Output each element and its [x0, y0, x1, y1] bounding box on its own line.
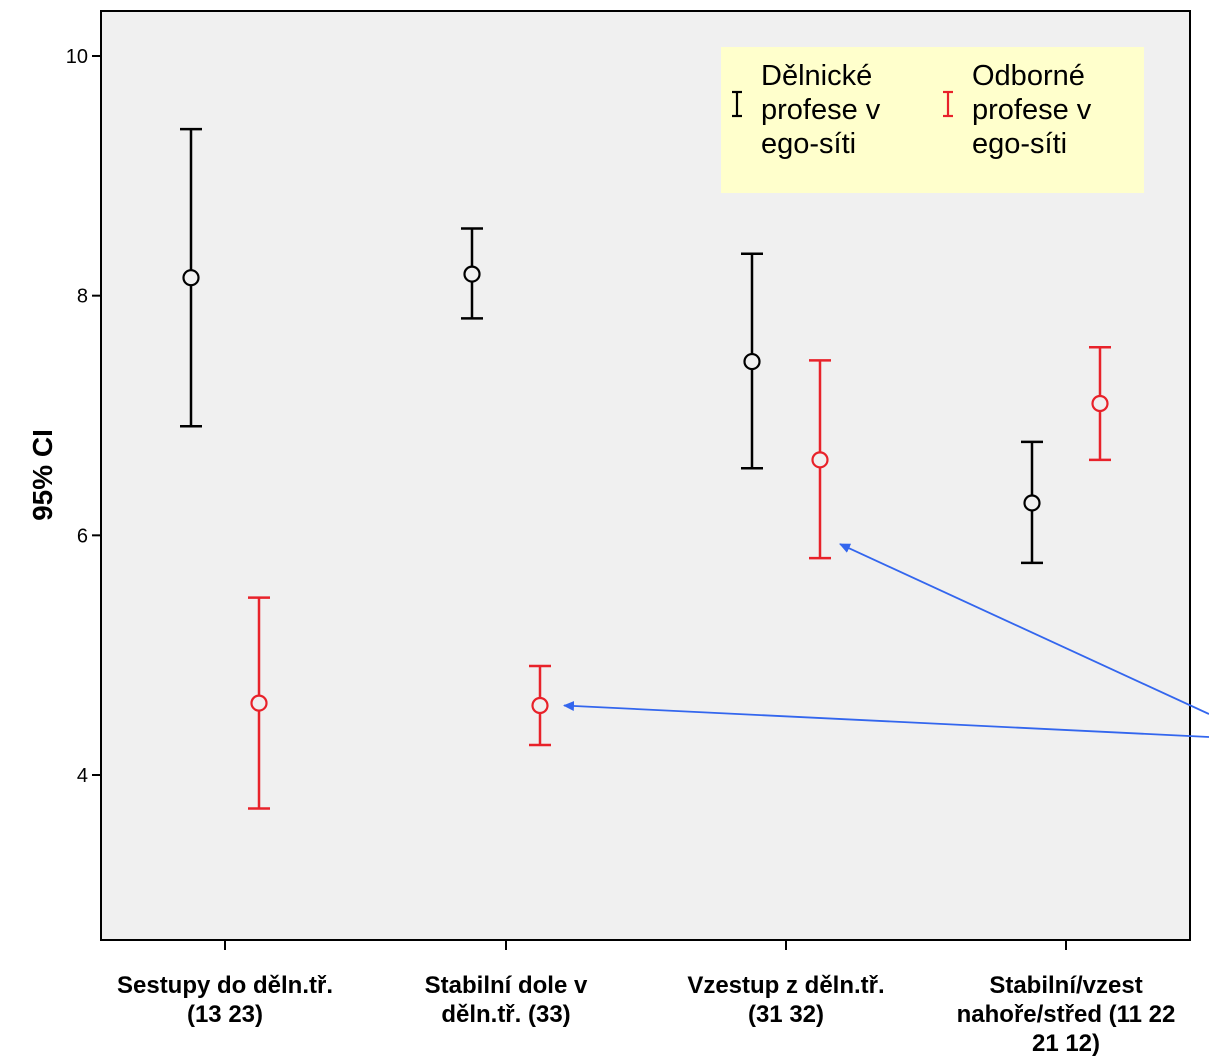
- annotation-arrow: [563, 700, 1209, 738]
- legend-item: Dělnické profese v ego-síti: [732, 60, 881, 160]
- annotation-arrow: [839, 543, 1209, 715]
- x-category-label: Stabilní/vzest nahoře/střed (11 22 21 12): [957, 972, 1176, 1057]
- error-bar: [529, 664, 551, 747]
- axes: 4 6 8 10 Sestupy do děln.tř. (13 23) Stabilní …: [66, 46, 1176, 1057]
- mean-point: [531, 696, 549, 715]
- x-category-label-line: Stabilní dole v: [425, 972, 588, 999]
- x-category-label-line: Stabilní/vzest: [989, 972, 1142, 999]
- legend-label-line: Dělnické: [761, 60, 872, 92]
- error-bar: [461, 227, 483, 320]
- x-category-label: Stabilní dole v děln.tř. (33): [425, 972, 588, 1028]
- error-bar: [248, 596, 270, 810]
- legend-label-line: ego-síti: [761, 128, 856, 160]
- annotation-arrows: [563, 543, 1209, 738]
- error-bar: [741, 252, 763, 470]
- error-bar: [180, 127, 202, 428]
- y-tick-label: 10: [66, 46, 88, 68]
- legend-label: Dělnické profese v ego-síti: [761, 60, 881, 160]
- y-axis-title: 95% CI: [27, 429, 58, 521]
- error-bar: [1089, 345, 1111, 462]
- legend-label-line: ego-síti: [972, 128, 1067, 160]
- legend-label-line: profese v: [761, 94, 881, 126]
- x-category-label-line: děln.tř. (33): [441, 1001, 570, 1028]
- x-category-label: Sestupy do děln.tř. (13 23): [117, 972, 333, 1028]
- x-category-label-line: (13 23): [187, 1001, 263, 1028]
- x-category-label-line: nahoře/střed (11 22: [957, 1001, 1176, 1028]
- legend-label-line: profese v: [972, 94, 1092, 126]
- mean-point: [1023, 494, 1041, 512]
- x-category-label-line: Vzestup z děln.tř.: [687, 972, 884, 999]
- mean-point: [250, 694, 268, 712]
- mean-point: [463, 265, 481, 283]
- y-tick-label: 8: [77, 286, 88, 308]
- y-tick-label: 4: [77, 765, 88, 787]
- legend-item: Odborné profese v ego-síti: [943, 60, 1092, 160]
- x-category-label-line: 21 12): [1032, 1030, 1100, 1057]
- data-marks: [180, 127, 1111, 810]
- x-category-label-line: (31 32): [748, 1001, 824, 1028]
- mean-point: [743, 352, 761, 371]
- error-bar: [1021, 440, 1043, 565]
- mean-point: [182, 269, 200, 287]
- legend-label: Odborné profese v ego-síti: [972, 60, 1092, 160]
- error-bar: [809, 359, 831, 560]
- x-category-label: Vzestup z děln.tř. (31 32): [687, 972, 884, 1028]
- x-category-label-line: Sestupy do děln.tř.: [117, 972, 333, 999]
- mean-point: [811, 451, 829, 469]
- legend-box: [721, 47, 1144, 193]
- legend-label-line: Odborné: [972, 60, 1085, 92]
- mean-point: [1091, 394, 1109, 413]
- y-tick-label: 6: [77, 525, 88, 547]
